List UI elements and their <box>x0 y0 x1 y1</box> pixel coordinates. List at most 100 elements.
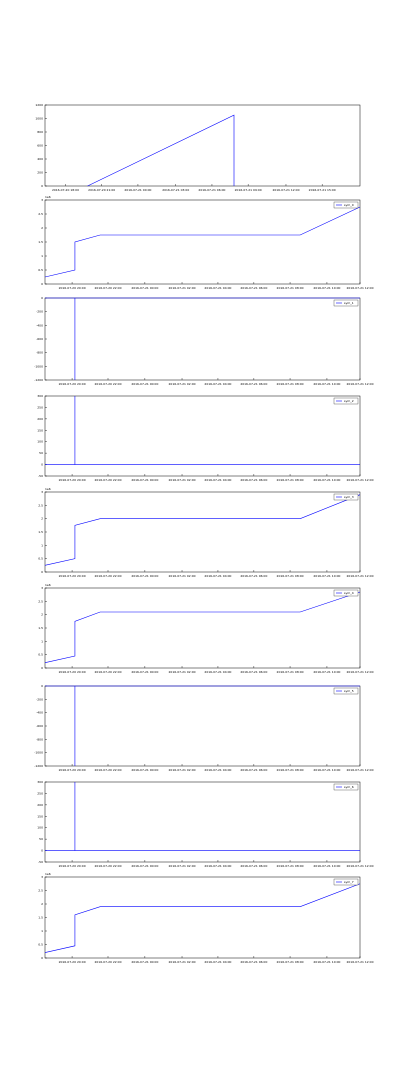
plot-frame <box>44 491 361 573</box>
x-tick-label: 2016-07-21 06:00 <box>240 478 267 482</box>
x-tick-label: 2016-07-20 20:00 <box>59 382 86 386</box>
x-tick-label: 2016-07-21 10:00 <box>313 960 340 964</box>
x-tick-label: 2016-07-20 18:00 <box>52 188 79 192</box>
x-tick-label: 2016-07-21 00:00 <box>131 670 158 674</box>
x-tick-label: 2016-07-21 10:00 <box>313 286 340 290</box>
x-tick-label: 2016-07-21 09:00 <box>235 188 262 192</box>
y-tick-label: 1.5 <box>38 530 43 534</box>
x-tick-label: 2016-07-21 00:00 <box>131 574 158 578</box>
y-tick-label: 0 <box>41 570 43 574</box>
offset-label: 1e6 <box>45 872 51 876</box>
plot-frame <box>44 587 361 669</box>
x-tick-label: 2016-07-21 06:00 <box>240 574 267 578</box>
x-tick-label: 2016-07-20 22:00 <box>94 864 121 868</box>
y-tick-label: -50 <box>38 860 43 864</box>
y-tick-label: 250 <box>37 405 43 409</box>
y-tick-label: 150 <box>37 428 43 432</box>
x-tick-label: 2016-07-21 12:00 <box>346 286 373 290</box>
x-tick-label: 2016-07-21 10:00 <box>313 768 340 772</box>
x-tick-label: 2016-07-21 06:00 <box>240 382 267 386</box>
y-tick-label: 0 <box>41 184 43 188</box>
line <box>44 883 361 953</box>
y-tick-label: 250 <box>37 791 43 795</box>
x-tick-label: 2016-07-21 12:00 <box>346 382 373 386</box>
x-tick-label: 2016-07-20 20:00 <box>59 960 86 964</box>
legend-box <box>333 493 359 501</box>
legend-box <box>333 397 359 405</box>
x-tick-label: 2016-07-20 22:00 <box>94 574 121 578</box>
y-tick-label: 0.5 <box>38 653 43 657</box>
x-tick-label: 2016-07-21 04:00 <box>204 574 231 578</box>
legend-label: sym_4 <box>344 591 354 595</box>
x-tick-label: 2016-07-21 12:00 <box>346 574 373 578</box>
x-tick-label: 2016-07-21 06:00 <box>240 670 267 674</box>
x-tick-label: 2016-07-21 08:00 <box>277 960 304 964</box>
line <box>45 685 360 766</box>
x-tick-label: 2016-07-21 08:00 <box>277 382 304 386</box>
line <box>45 396 360 465</box>
y-tick-label: -1200 <box>34 378 43 382</box>
line <box>45 297 360 380</box>
x-tick-label: 2016-07-21 00:00 <box>131 286 158 290</box>
y-tick-label: 0 <box>41 956 43 960</box>
line <box>87 114 235 187</box>
y-tick-label: -800 <box>36 737 43 741</box>
y-tick-label: 100 <box>37 826 43 830</box>
y-tick-label: -400 <box>36 711 43 715</box>
y-tick-label: 300 <box>37 394 43 398</box>
line <box>44 206 361 278</box>
x-tick-label: 2016-07-21 00:00 <box>124 188 151 192</box>
offset-label: 1e6 <box>45 487 51 491</box>
x-tick-label: 2016-07-21 12:00 <box>346 478 373 482</box>
y-tick-label: 0.5 <box>38 268 43 272</box>
x-tick-label: 2016-07-21 12:00 <box>346 768 373 772</box>
x-tick-label: 2016-07-20 22:00 <box>94 286 121 290</box>
x-tick-label: 2016-07-20 22:00 <box>94 960 121 964</box>
x-tick-label: 2016-07-21 04:00 <box>204 768 231 772</box>
y-tick-label: 600 <box>37 144 43 148</box>
x-tick-label: 2016-07-21 10:00 <box>313 670 340 674</box>
x-tick-label: 2016-07-21 00:00 <box>131 478 158 482</box>
y-tick-label: 3 <box>41 490 43 494</box>
legend-box <box>333 783 359 791</box>
y-tick-label: 0 <box>41 684 43 688</box>
y-tick-label: 2.5 <box>38 503 43 507</box>
x-tick-label: 2016-07-21 04:00 <box>204 670 231 674</box>
x-tick-label: 2016-07-21 02:00 <box>169 286 196 290</box>
y-tick-label: 100 <box>37 440 43 444</box>
x-tick-label: 2016-07-21 00:00 <box>131 768 158 772</box>
y-tick-label: 0.5 <box>38 943 43 947</box>
x-tick-label: 2016-07-21 00:00 <box>131 382 158 386</box>
x-tick-label: 2016-07-21 10:00 <box>313 478 340 482</box>
legend-label: sym_1 <box>344 301 354 305</box>
x-tick-label: 2016-07-21 10:00 <box>313 574 340 578</box>
y-tick-label: 200 <box>37 171 43 175</box>
x-tick-label: 2016-07-20 22:00 <box>94 768 121 772</box>
plot-frame <box>44 297 361 381</box>
y-tick-label: 400 <box>37 157 43 161</box>
y-tick-label: -800 <box>36 351 43 355</box>
offset-label: 1e6 <box>45 583 51 587</box>
legend-box <box>333 878 359 886</box>
x-tick-label: 2016-07-20 20:00 <box>59 768 86 772</box>
y-tick-label: 1 <box>41 639 43 643</box>
y-tick-label: -1000 <box>34 751 43 755</box>
y-tick-label: -1000 <box>34 364 43 368</box>
y-tick-label: 800 <box>37 130 43 134</box>
x-tick-label: 2016-07-20 20:00 <box>59 670 86 674</box>
y-tick-label: 2.5 <box>38 212 43 216</box>
y-tick-label: 0 <box>41 666 43 670</box>
x-tick-label: 2016-07-21 08:00 <box>277 574 304 578</box>
x-tick-label: 2016-07-21 10:00 <box>313 382 340 386</box>
x-tick-label: 2016-07-21 02:00 <box>169 960 196 964</box>
x-tick-label: 2016-07-21 04:00 <box>204 864 231 868</box>
line <box>44 494 361 566</box>
x-tick-label: 2016-07-21 08:00 <box>277 768 304 772</box>
offset-label: 1e6 <box>45 195 51 199</box>
y-tick-label: -50 <box>38 474 43 478</box>
y-tick-label: 3 <box>41 586 43 590</box>
y-tick-label: 150 <box>37 814 43 818</box>
x-tick-label: 2016-07-21 00:00 <box>131 864 158 868</box>
x-tick-label: 2016-07-20 22:00 <box>94 670 121 674</box>
x-tick-label: 2016-07-21 08:00 <box>277 478 304 482</box>
